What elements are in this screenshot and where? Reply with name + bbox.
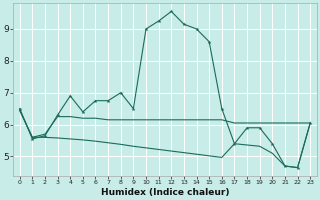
X-axis label: Humidex (Indice chaleur): Humidex (Indice chaleur) bbox=[101, 188, 229, 197]
